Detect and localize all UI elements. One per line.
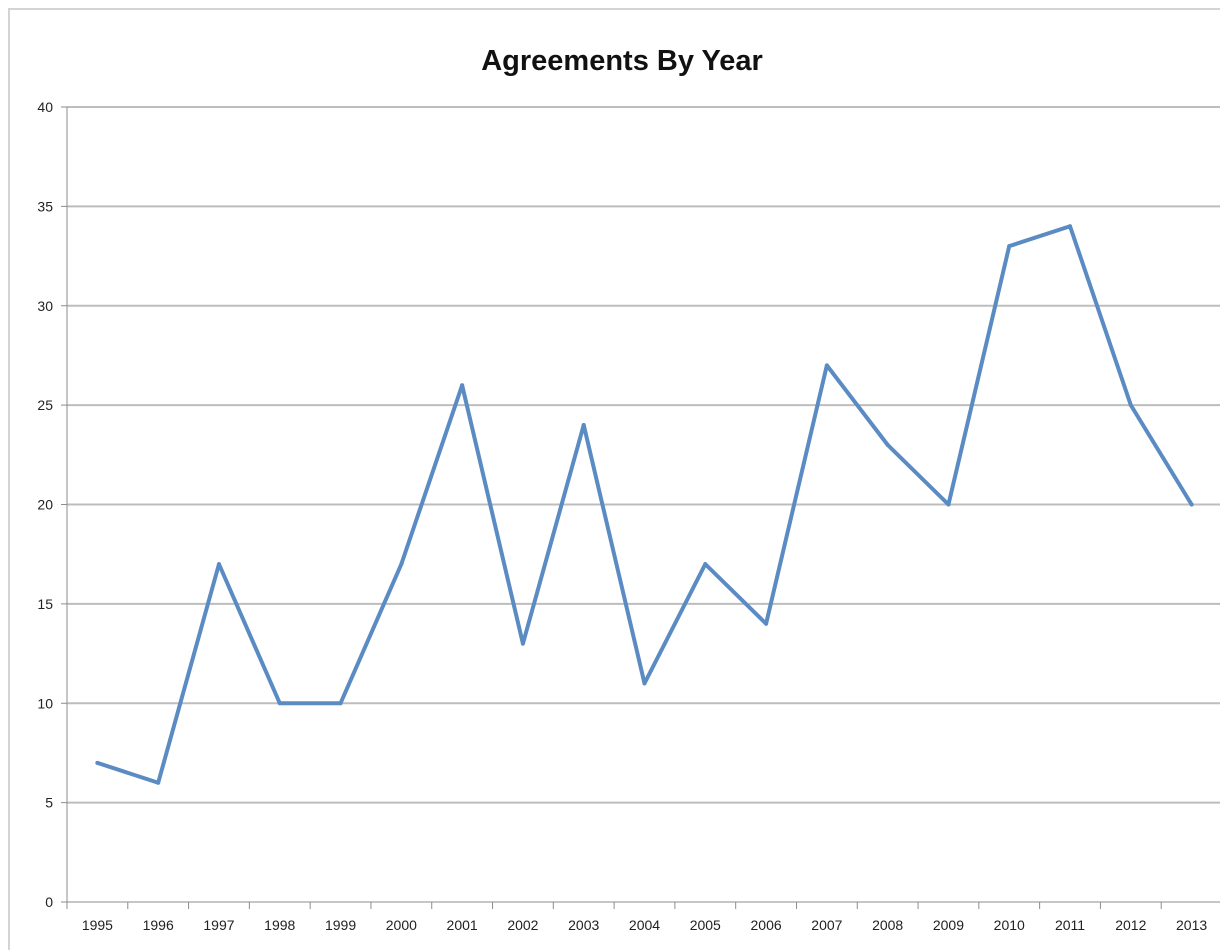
x-tick-label: 2003 <box>568 917 599 933</box>
axes <box>61 106 1220 909</box>
data-point <box>399 562 404 567</box>
x-tick-label: 1998 <box>264 917 295 933</box>
y-tick-labels: 0 5 10 15 20 25 30 35 40 <box>37 99 53 910</box>
data-point <box>156 780 161 785</box>
x-tick-label: 2005 <box>690 917 721 933</box>
x-tick-label: 2013 <box>1176 917 1207 933</box>
y-tick-label: 0 <box>45 894 53 910</box>
data-point <box>885 442 890 447</box>
x-tick-label: 2000 <box>386 917 417 933</box>
data-point <box>460 383 465 388</box>
x-tick-label: 1999 <box>325 917 356 933</box>
chart-frame: Agreements By Year 0 5 10 15 20 25 30 35 40 1995… <box>8 8 1220 950</box>
x-tick-label: 2008 <box>872 917 903 933</box>
data-point <box>216 562 221 567</box>
x-tick-label: 2006 <box>751 917 782 933</box>
data-point <box>642 681 647 686</box>
gridlines <box>67 106 1220 804</box>
data-point <box>1189 502 1194 507</box>
x-tick-label: 2009 <box>933 917 964 933</box>
data-point <box>764 621 769 626</box>
line-chart: Agreements By Year 0 5 10 15 20 25 30 35 40 1995… <box>37 45 1220 933</box>
x-tick-label: 2010 <box>994 917 1025 933</box>
chart-title: Agreements By Year <box>481 45 763 77</box>
y-tick-label: 5 <box>45 795 53 811</box>
y-tick-label: 35 <box>37 198 53 214</box>
y-tick-label: 20 <box>37 497 53 513</box>
x-tick-label: 1997 <box>203 917 234 933</box>
x-tick-label: 2002 <box>507 917 538 933</box>
x-tick-label: 2007 <box>811 917 842 933</box>
series-layer <box>95 224 1194 785</box>
x-tick-label: 1996 <box>143 917 174 933</box>
y-tick-label: 40 <box>37 99 53 115</box>
data-point <box>824 363 829 368</box>
x-tick-label: 1995 <box>82 917 113 933</box>
data-point <box>1068 224 1073 229</box>
y-tick-label: 10 <box>37 695 53 711</box>
x-tick-label: 2004 <box>629 917 660 933</box>
data-point <box>520 641 525 646</box>
y-tick-label: 30 <box>37 298 53 314</box>
x-tick-labels: 1995 1996 1997 1998 1999 2000 2001 2002 2003 2004… <box>82 917 1208 933</box>
data-point <box>277 701 282 706</box>
data-point <box>946 502 951 507</box>
data-point <box>1128 403 1133 408</box>
y-tick-label: 25 <box>37 397 53 413</box>
data-point <box>338 701 343 706</box>
y-tick-label: 15 <box>37 596 53 612</box>
data-point <box>703 562 708 567</box>
x-tick-label: 2011 <box>1055 917 1085 933</box>
data-point <box>581 423 586 427</box>
x-tick-label: 2001 <box>447 917 478 933</box>
data-point <box>1007 244 1012 249</box>
x-tick-label: 2012 <box>1115 917 1146 933</box>
data-point <box>95 760 100 765</box>
